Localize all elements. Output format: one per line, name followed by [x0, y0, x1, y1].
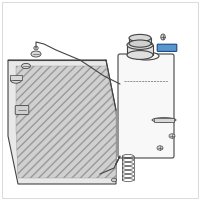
Polygon shape [16, 66, 116, 178]
Ellipse shape [129, 34, 151, 42]
Bar [127, 45, 153, 55]
Ellipse shape [16, 106, 28, 114]
Bar [10, 75, 22, 80]
Polygon shape [8, 60, 116, 184]
Ellipse shape [31, 51, 41, 57]
Ellipse shape [161, 34, 165, 40]
FancyBboxPatch shape [15, 106, 29, 114]
Ellipse shape [169, 134, 175, 138]
Bar [154, 118, 174, 122]
Ellipse shape [133, 52, 159, 60]
FancyBboxPatch shape [157, 44, 177, 51]
Bar [129, 38, 151, 44]
Ellipse shape [129, 40, 151, 47]
Ellipse shape [157, 146, 163, 150]
Ellipse shape [22, 63, 30, 69]
Ellipse shape [127, 41, 153, 49]
Ellipse shape [112, 178, 116, 182]
FancyBboxPatch shape [118, 54, 174, 158]
Ellipse shape [10, 77, 22, 83]
Ellipse shape [152, 118, 176, 122]
Ellipse shape [34, 46, 38, 50]
Ellipse shape [127, 51, 153, 59]
